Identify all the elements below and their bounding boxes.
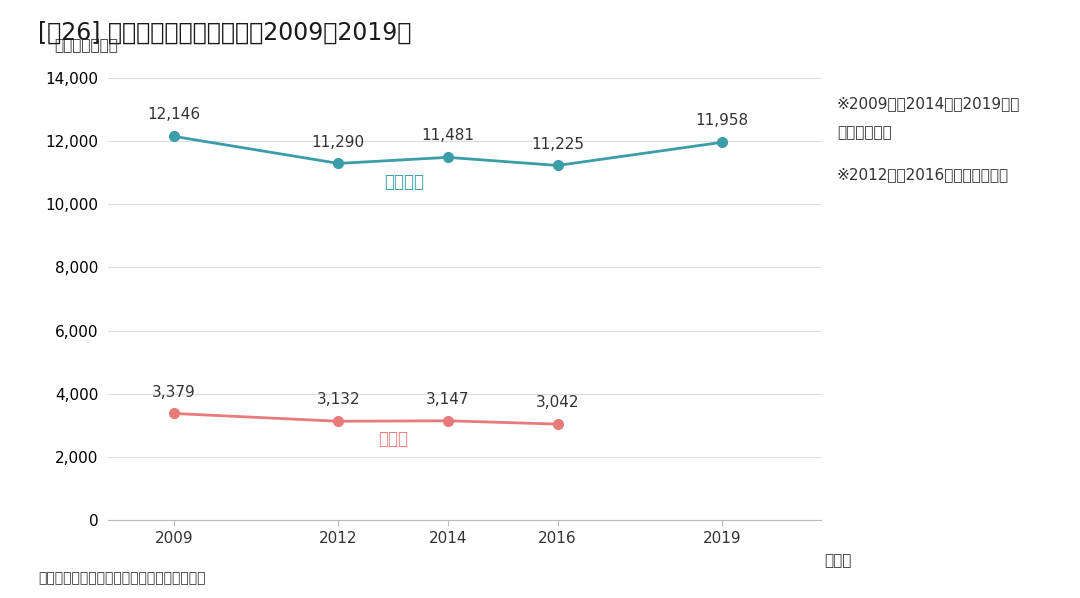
Text: 資料：総務省・経済産業省「経済センサス」: 資料：総務省・経済産業省「経済センサス」: [38, 571, 205, 585]
Text: [図26] 企業・事業所数の推移：2009～2019年: [図26] 企業・事業所数の推移：2009～2019年: [38, 21, 411, 45]
Text: ※2012年・2016年は活動調査。: ※2012年・2016年は活動調査。: [837, 167, 1009, 182]
Text: 12,146: 12,146: [147, 108, 201, 123]
Text: 11,290: 11,290: [312, 135, 365, 150]
Text: 11,481: 11,481: [421, 129, 474, 144]
Text: 3,132: 3,132: [316, 392, 360, 407]
Text: 事業所数: 事業所数: [384, 173, 424, 191]
Text: 3,147: 3,147: [427, 392, 470, 407]
Text: 企業数: 企業数: [378, 430, 408, 448]
Text: 3,379: 3,379: [152, 385, 195, 399]
Text: 11,958: 11,958: [696, 114, 748, 129]
Text: （年）: （年）: [824, 554, 852, 569]
Text: （社・事業所）: （社・事業所）: [55, 38, 119, 53]
Text: 11,225: 11,225: [531, 136, 584, 151]
Text: ※2009年・2014年・2019年は: ※2009年・2014年・2019年は: [837, 96, 1021, 111]
Text: 3,042: 3,042: [536, 395, 579, 410]
Text: 基礎調査。: 基礎調査。: [837, 126, 892, 141]
